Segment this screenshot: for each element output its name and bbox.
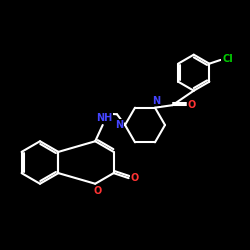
Text: N: N bbox=[152, 96, 160, 106]
Text: O: O bbox=[188, 100, 196, 110]
Text: O: O bbox=[94, 186, 102, 196]
Text: O: O bbox=[131, 173, 139, 183]
Text: NH: NH bbox=[96, 113, 112, 123]
Text: Cl: Cl bbox=[222, 54, 233, 64]
Text: N: N bbox=[115, 120, 123, 130]
